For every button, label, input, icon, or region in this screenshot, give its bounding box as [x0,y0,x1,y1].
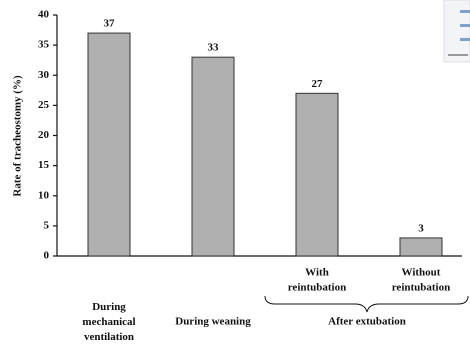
bar [88,33,130,256]
bar [296,93,338,256]
y-tick-label: 5 [44,219,50,231]
bar [400,238,442,256]
y-tick-label: 10 [38,189,50,201]
x-tick-label: During weaning [175,316,251,328]
y-tick-label: 20 [38,129,50,141]
value-label: 3 [418,222,424,234]
figure-thumbnail [444,0,470,62]
y-tick-label: 25 [38,99,50,111]
y-axis-label: Rate of tracheostomy (%) [12,75,24,197]
chart: Rate of tracheostomy (%) After extubatio… [0,0,470,345]
y-tick-label: 15 [38,159,50,171]
y-tick-label: 35 [38,39,50,51]
group-label: After extubation [328,316,406,328]
value-label: 37 [104,18,116,30]
value-label: 27 [312,78,324,90]
y-tick-label: 30 [38,69,50,81]
bar [192,57,234,256]
value-label: 33 [208,42,220,54]
y-tick-label: 0 [44,250,50,262]
y-tick-label: 40 [38,9,50,21]
group-brace [265,296,468,312]
